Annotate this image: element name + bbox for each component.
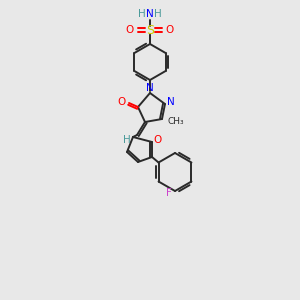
Text: N: N: [167, 97, 175, 107]
Text: H: H: [123, 135, 131, 145]
Text: N: N: [146, 9, 154, 19]
Text: O: O: [126, 25, 134, 35]
Text: O: O: [154, 135, 162, 145]
Text: H: H: [154, 9, 162, 19]
Text: F: F: [166, 188, 172, 198]
Text: O: O: [118, 97, 126, 107]
Text: S: S: [146, 23, 154, 37]
Text: CH₃: CH₃: [168, 116, 184, 125]
Text: N: N: [146, 83, 154, 93]
Text: O: O: [166, 25, 174, 35]
Text: H: H: [138, 9, 146, 19]
